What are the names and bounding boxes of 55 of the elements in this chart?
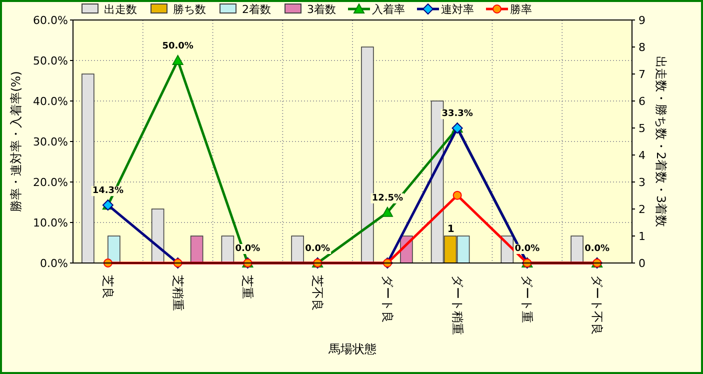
legend-label: 入着率 (372, 3, 405, 16)
y-tick-label: 50.0% (33, 54, 68, 68)
data-label: 50.0% (162, 42, 194, 52)
data-label: 0.0% (514, 244, 540, 254)
y-tick-label: 20.0% (33, 176, 68, 189)
y-axis-title: 勝率・連対率・入着率(%) (9, 71, 23, 212)
y2-tick-label: 6 (638, 95, 646, 108)
data-label: 14.3% (92, 186, 124, 196)
data-label: 0.0% (235, 244, 260, 254)
x-tick-label: 芝不良 (310, 275, 325, 311)
bar (108, 236, 120, 264)
x-tick-label: 芝良 (100, 275, 115, 299)
legend-label: 2着数 (242, 3, 271, 16)
legend-label: 勝率 (510, 3, 532, 16)
legend-label: 勝ち数 (173, 3, 206, 16)
x-tick-label: ダート不良 (590, 275, 604, 335)
bar (570, 236, 584, 264)
y2-tick-label: 3 (638, 176, 646, 189)
bar (361, 46, 374, 264)
x-axis-title: 馬場状態 (328, 342, 376, 356)
legend-label: 出走数 (104, 3, 137, 16)
bar (151, 208, 164, 264)
y2-tick-label: 9 (638, 14, 646, 27)
y2-tick-label: 2 (638, 203, 646, 216)
y2-tick-label: 7 (638, 68, 646, 81)
y2-tick-label: 1 (638, 230, 646, 243)
legend-label: 3着数 (307, 3, 336, 16)
bar (221, 236, 234, 264)
point (382, 206, 393, 217)
bar (82, 74, 94, 264)
y2-tick-label: 5 (638, 122, 646, 135)
y-tick-label: 40.0% (33, 95, 68, 108)
y2-tick-label: 0 (638, 257, 646, 270)
y2-axis-title: 出走数・勝ち数・2着数・3着数 (654, 56, 668, 228)
data-label: 12.5% (372, 193, 404, 204)
point (172, 55, 184, 65)
y-tick-label: 60.0% (33, 14, 68, 27)
x-tick-label: 芝重 (240, 275, 255, 299)
y-tick-label: 30.0% (33, 136, 68, 148)
x-tick-label: ダート重 (520, 275, 534, 323)
y-tick-label: 10.0% (33, 216, 68, 230)
x-tick-label: 芝稍重 (170, 275, 185, 311)
x-tick-label: ダート稍重 (450, 275, 464, 335)
data-label: 33.3% (442, 109, 473, 120)
legend-label: 連対率 (441, 3, 474, 16)
y2-tick-label: 4 (638, 149, 646, 162)
x-tick-label: ダート良 (380, 275, 394, 323)
bar (190, 236, 204, 264)
point (452, 190, 462, 200)
data-label: 0.0% (584, 244, 610, 254)
bar (291, 236, 304, 264)
data-label: 1 (447, 224, 454, 235)
y-tick-label: 0.0% (40, 257, 68, 270)
y2-tick-label: 8 (638, 41, 646, 54)
data-label: 0.0% (305, 244, 330, 254)
